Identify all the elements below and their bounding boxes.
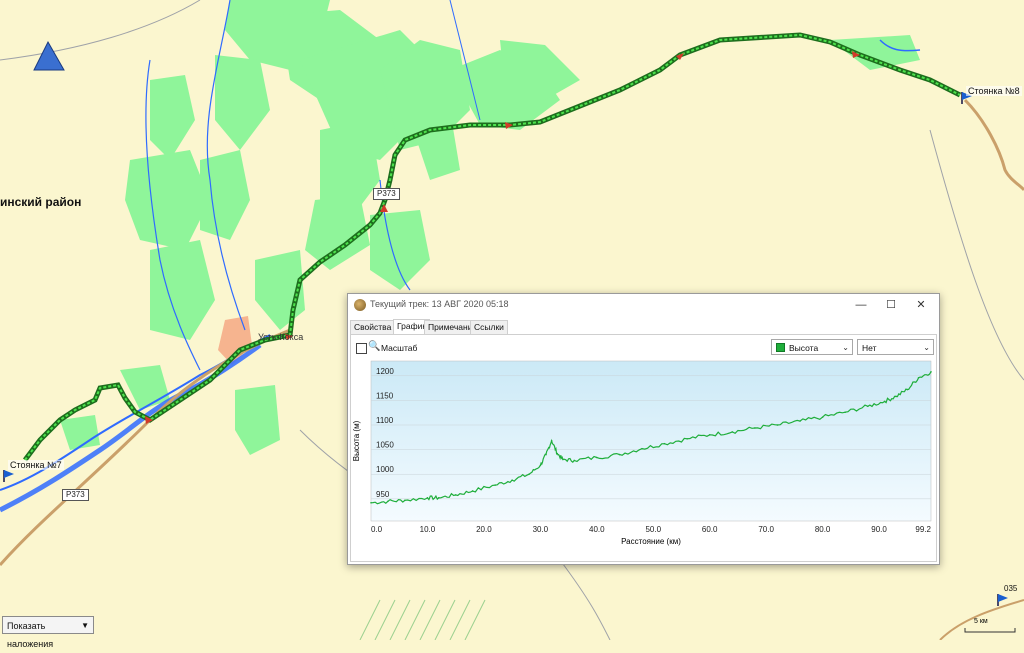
elevation-point: [866, 405, 869, 408]
road-number-label: Р373: [373, 188, 400, 200]
chevron-down-icon: ▼: [81, 621, 89, 630]
elevation-point: [556, 452, 559, 455]
elevation-point: [821, 416, 824, 418]
x-tick-label: 40.0: [589, 525, 605, 534]
y-tick-label: 1150: [376, 391, 394, 400]
elevation-point: [437, 497, 440, 499]
road-number-label: Р373: [62, 489, 89, 501]
elevation-point: [370, 501, 372, 504]
hatched-area: [359, 599, 486, 640]
elevation-point: [596, 456, 598, 459]
elevation-point: [906, 388, 909, 391]
track-direction-arrows: [145, 51, 860, 424]
scale-checkbox-label[interactable]: Масштаб: [381, 343, 418, 353]
elevation-point: [930, 371, 932, 373]
x-tick-label: 30.0: [533, 525, 549, 534]
elevation-point: [844, 411, 846, 413]
elevation-point: [539, 464, 542, 467]
y-tick-label: 1100: [376, 416, 394, 425]
elevation-point: [754, 427, 756, 429]
plot-area: [370, 360, 932, 522]
elevation-point: [663, 442, 666, 445]
elevation-point: [511, 479, 513, 481]
elevation-point: [528, 473, 530, 476]
track-dialog: Текущий трек: 13 АВГ 2020 05:18 — ☐ ✕ Св…: [347, 293, 940, 565]
elevation-point: [471, 490, 474, 492]
waypoint-label[interactable]: 035: [1004, 584, 1018, 593]
magnifier-icon: 🔍: [368, 341, 381, 352]
elevation-point: [426, 497, 429, 499]
close-icon[interactable]: ✕: [916, 299, 926, 311]
x-tick-label: 0.0: [371, 525, 383, 534]
elevation-point: [776, 424, 779, 426]
elevation-point: [618, 453, 621, 456]
scale-checkbox[interactable]: [356, 343, 367, 354]
scale-bar: 5 км: [960, 612, 1020, 634]
elevation-point: [404, 499, 406, 502]
elevation-point: [917, 376, 920, 379]
elevation-line: [370, 371, 932, 505]
app-icon: [354, 299, 366, 311]
waypoint-flag-icon[interactable]: [997, 594, 1008, 606]
y-tick-label: 1000: [376, 465, 394, 474]
elevation-point: [641, 447, 643, 450]
elevation-chart[interactable]: 0.0 10.0 20.0 30.0 40.0 50.0 60.0 70.0 80.0 90.0 9…: [351, 357, 936, 561]
chevron-down-icon: ⌄: [842, 343, 849, 352]
elevation-point: [494, 484, 496, 486]
x-tick-label: 50.0: [645, 525, 661, 534]
series-color-swatch: [776, 343, 785, 352]
elevation-point: [573, 459, 576, 462]
x-tick-label: 10.0: [420, 525, 436, 534]
elevation-point: [708, 434, 711, 436]
filter-select-value: Нет: [862, 343, 877, 353]
elevation-point: [550, 439, 553, 442]
navigation-arrow-icon[interactable]: [33, 40, 65, 71]
x-tick-label: 60.0: [702, 525, 718, 534]
overlay-select[interactable]: Показать наложения ▼: [2, 616, 94, 649]
x-tick-label: 90.0: [871, 525, 887, 534]
overlay-select-value: Показать наложения: [7, 621, 54, 649]
minimize-icon[interactable]: —: [855, 299, 867, 311]
tab-links[interactable]: Ссылки: [470, 320, 508, 334]
elevation-point: [895, 395, 897, 398]
elevation-point: [731, 431, 734, 433]
stop-flag-icon[interactable]: [961, 92, 972, 104]
elevation-point: [562, 458, 564, 461]
series-select[interactable]: Высота ⌄: [771, 339, 853, 355]
scale-label: 5 км: [974, 618, 988, 625]
gps-track: [23, 32, 962, 462]
y-tick-label: 950: [376, 490, 390, 499]
y-axis-label: Высота (м): [352, 420, 361, 461]
tab-properties[interactable]: Свойства: [350, 320, 396, 334]
stop-flag-icon[interactable]: [3, 470, 14, 482]
series-select-value: Высота: [789, 343, 819, 353]
filter-select[interactable]: Нет ⌄: [857, 339, 934, 355]
stop-label-end[interactable]: Стоянка №8: [966, 86, 1022, 96]
x-axis-label: Расстояние (км): [621, 537, 681, 546]
x-tick-label: 80.0: [815, 525, 831, 534]
scale-bar-graphic: [964, 628, 1016, 633]
village-label: Усть-Кокса: [258, 332, 304, 342]
dialog-title: Текущий трек: 13 АВГ 2020 05:18: [370, 299, 509, 309]
y-tick-label: 1200: [376, 367, 394, 376]
elevation-point: [387, 500, 389, 503]
elevation-point: [799, 420, 801, 422]
district-label: инский район: [0, 195, 82, 209]
dialog-titlebar[interactable]: Текущий трек: 13 АВГ 2020 05:18 — ☐ ✕: [348, 294, 939, 316]
graph-panel: 🔍 Масштаб Высота ⌄ Нет ⌄ 0.0 10.0 20.0 30.0…: [350, 334, 937, 562]
x-tick-label: 70.0: [758, 525, 774, 534]
x-tick-label: 99.2: [915, 525, 931, 534]
y-tick-label: 1050: [376, 441, 394, 450]
chevron-down-icon: ⌄: [923, 343, 930, 352]
elevation-point: [686, 437, 688, 440]
elevation-point: [883, 400, 886, 403]
elevation-point: [454, 494, 457, 496]
maximize-icon[interactable]: ☐: [886, 299, 896, 311]
x-tick-label: 20.0: [476, 525, 492, 534]
elevation-point: [545, 453, 547, 456]
stop-label-start[interactable]: Стоянка №7: [8, 460, 64, 470]
